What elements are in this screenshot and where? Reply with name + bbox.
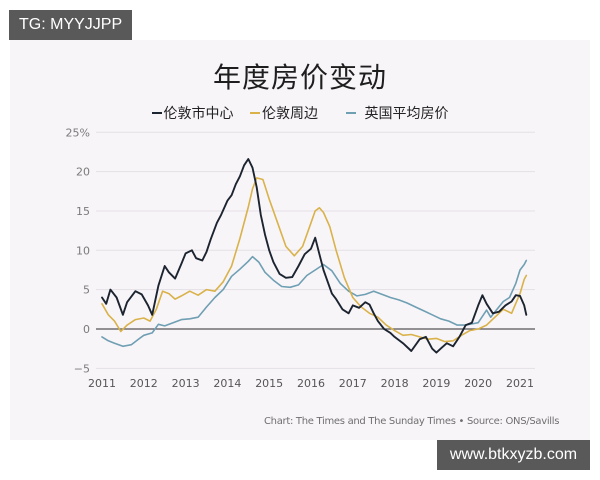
x-tick-label: 2020 — [464, 377, 492, 390]
x-tick-label: 2018 — [381, 377, 409, 390]
y-tick-label: 15 — [76, 205, 90, 218]
x-tick-label: 2016 — [297, 377, 325, 390]
legend-swatch-central-london — [151, 112, 162, 114]
x-tick-label: 2019 — [422, 377, 450, 390]
legend-label: 伦敦周边 — [262, 106, 318, 122]
x-tick-label: 2011 — [88, 377, 116, 390]
y-tick-label: 20 — [76, 166, 90, 179]
x-tick-label: 2012 — [130, 377, 158, 390]
y-tick-label: 10 — [76, 244, 90, 257]
legend-item-uk-average: 英国平均房价 — [346, 103, 448, 123]
x-tick-label: 2017 — [339, 377, 367, 390]
legend-item-central-london: 伦敦市中心 — [151, 103, 234, 123]
chart-legend: 伦敦市中心 伦敦周边 英国平均房价 — [0, 102, 600, 123]
legend-swatch-outer-london — [250, 112, 260, 114]
legend-label: 伦敦市中心 — [163, 106, 234, 122]
x-axis-ticks: 2011 2012 2013 2014 2015 2016 2017 2018 2019 2020… — [88, 377, 534, 390]
x-tick-label: 2015 — [255, 377, 283, 390]
y-tick-label: −5 — [74, 362, 90, 375]
chart-source-note: Chart: The Times and The Sunday Times • … — [264, 416, 560, 427]
series-line-uk-average — [101, 255, 528, 348]
series-line-central-london — [101, 158, 528, 354]
y-tick-label: 25% — [66, 126, 90, 139]
y-tick-label: 0 — [83, 323, 90, 336]
chart-panel — [10, 40, 590, 440]
x-tick-label: 2021 — [506, 377, 534, 390]
grid-lines — [96, 131, 535, 369]
legend-label: 英国平均房价 — [364, 106, 449, 122]
data-series — [101, 158, 528, 354]
x-tick-label: 2013 — [172, 377, 200, 390]
y-axis-ticks: 25% 20 15 10 5 0 −5 — [66, 126, 90, 375]
y-tick-label: 5 — [83, 284, 90, 297]
x-tick-label: 2014 — [213, 377, 241, 390]
chart-title: 年度房价变动 — [212, 61, 387, 94]
watermark-bottom: www.btkxyzb.com — [437, 440, 590, 470]
legend-item-outer-london: 伦敦周边 — [250, 103, 318, 123]
series-line-outer-london — [101, 177, 528, 343]
watermark-top: TG: MYYJJPP — [9, 10, 133, 40]
legend-swatch-uk-average — [346, 112, 357, 114]
